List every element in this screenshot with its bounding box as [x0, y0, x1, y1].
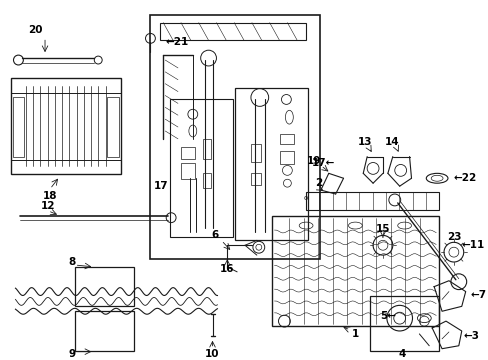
Bar — [280, 134, 294, 144]
Bar — [75, 267, 133, 306]
Bar — [75, 311, 133, 351]
Text: o: o — [304, 195, 307, 201]
Text: 16: 16 — [220, 264, 234, 274]
Bar — [160, 23, 305, 40]
Text: 1: 1 — [351, 329, 358, 339]
Bar — [235, 87, 307, 240]
Text: 2: 2 — [315, 178, 322, 188]
Text: 18: 18 — [42, 191, 57, 201]
Bar — [11, 78, 121, 174]
Bar — [280, 151, 294, 165]
Bar — [181, 147, 194, 158]
Bar — [271, 216, 438, 326]
Bar — [250, 144, 260, 162]
Text: 9: 9 — [68, 348, 75, 359]
Bar — [150, 15, 319, 259]
Text: ←3: ←3 — [463, 331, 479, 341]
Text: 8: 8 — [68, 257, 75, 267]
Text: 19: 19 — [306, 156, 321, 166]
Bar — [202, 139, 210, 158]
Text: ←11: ←11 — [461, 240, 484, 250]
Text: 12: 12 — [41, 201, 55, 211]
Text: 17←: 17← — [311, 158, 335, 168]
Text: ←22: ←22 — [453, 173, 476, 183]
Text: ←21: ←21 — [165, 37, 188, 47]
Bar — [13, 98, 24, 157]
Text: 10: 10 — [205, 348, 219, 359]
Text: 13: 13 — [357, 137, 372, 147]
Text: 4: 4 — [398, 348, 406, 359]
Text: 20: 20 — [28, 26, 42, 36]
Text: ←7: ←7 — [469, 289, 486, 300]
Bar — [369, 297, 438, 351]
Bar — [305, 192, 438, 210]
Text: 6: 6 — [211, 230, 219, 240]
Bar — [170, 99, 233, 237]
Text: 14: 14 — [384, 137, 398, 147]
Text: 17: 17 — [154, 181, 168, 191]
Bar — [202, 174, 210, 188]
Text: 5←: 5← — [379, 311, 395, 321]
Bar — [181, 163, 194, 179]
Text: 23: 23 — [446, 233, 460, 242]
Bar — [250, 174, 260, 185]
Text: 15: 15 — [375, 225, 389, 234]
Bar — [107, 98, 119, 157]
